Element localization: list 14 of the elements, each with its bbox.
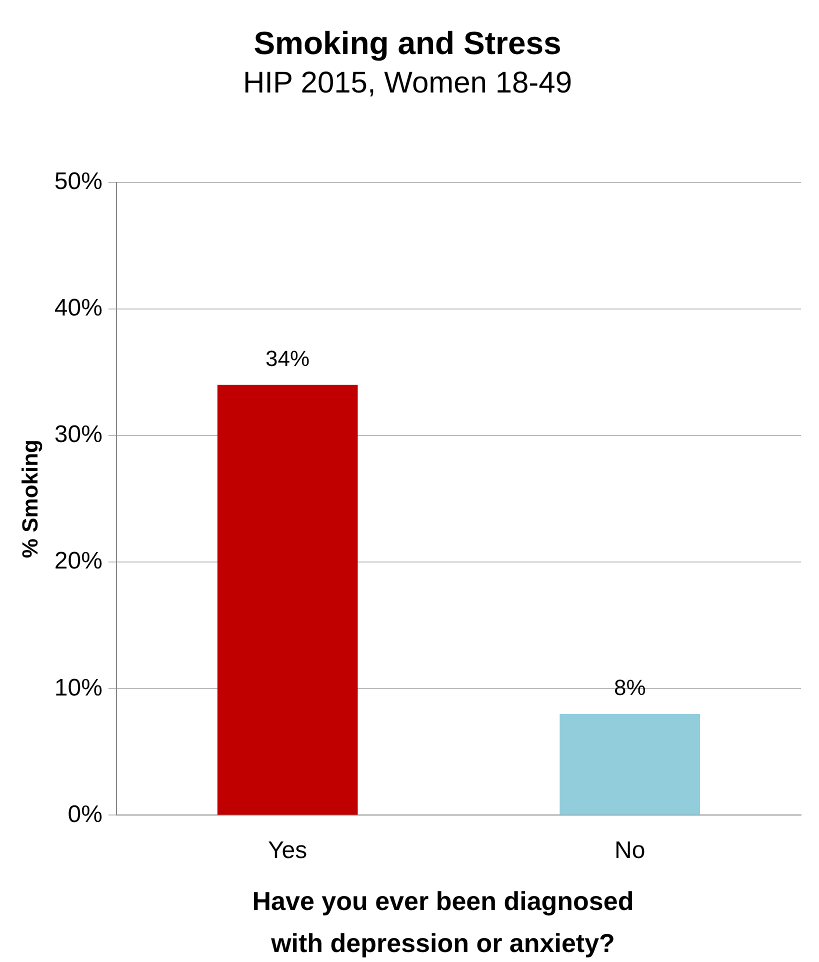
data-label: 34% (266, 346, 310, 371)
x-tick-label: Yes (268, 837, 308, 864)
y-tick-label: 30% (54, 421, 102, 448)
y-tick-label: 0% (68, 800, 102, 828)
y-tick-label: 20% (54, 548, 102, 575)
chart-subtitle: HIP 2015, Women 18-49 (242, 66, 572, 100)
chart-title: Smoking and Stress (254, 25, 562, 62)
y-tick-label: 50% (54, 168, 102, 196)
y-tick-label: 10% (54, 674, 102, 702)
y-tick-label: 40% (54, 294, 102, 322)
x-axis-title: Have you ever been diagnosed with depression or anxiety? (251, 885, 635, 960)
x-tick-label: No (614, 837, 646, 864)
data-label: 8% (614, 675, 646, 700)
y-axis-title: % Smoking (17, 440, 42, 558)
